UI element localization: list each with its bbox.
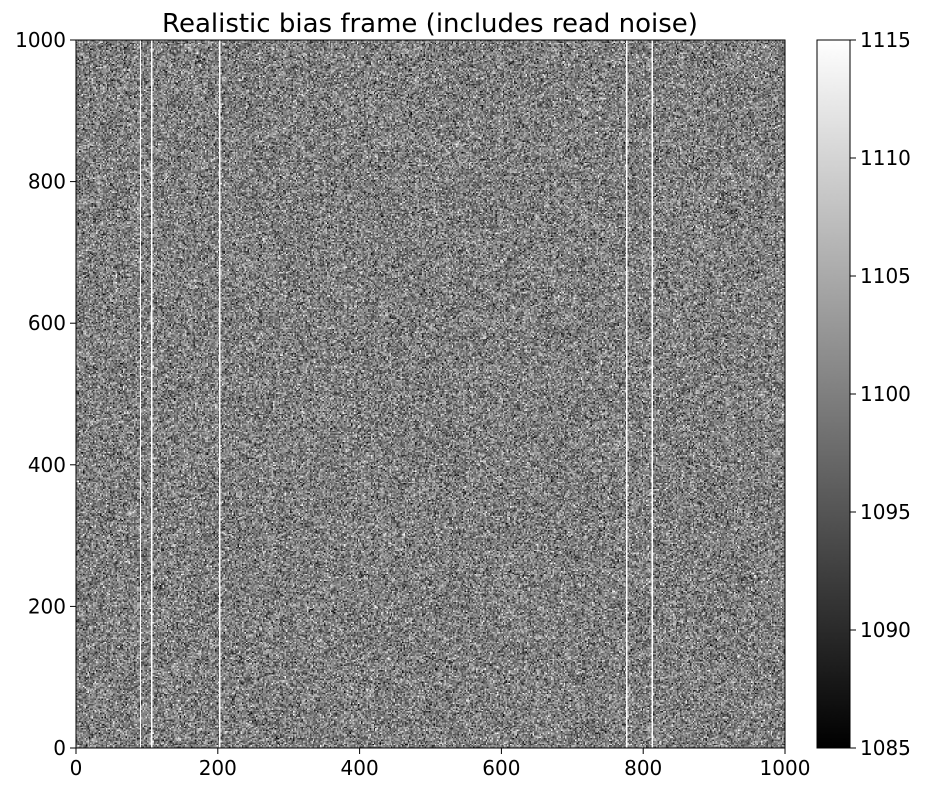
bias-frame-image [76, 40, 785, 748]
colorbar-tick-label: 1090 [860, 618, 911, 642]
x-tick-label: 600 [482, 756, 520, 780]
y-tick-label: 1000 [15, 28, 66, 52]
chart-title: Realistic bias frame (includes read nois… [162, 9, 698, 39]
x-tick-label: 400 [341, 756, 379, 780]
colorbar-tick-label: 1095 [860, 500, 911, 524]
colorbar-tick-label: 1105 [860, 264, 911, 288]
x-tick-label: 0 [70, 756, 83, 780]
colorbar-ticks: 1085 1090 1095 1100 1105 1110 1115 [850, 28, 911, 760]
colorbar-gradient [817, 40, 850, 748]
x-tick-label: 1000 [760, 756, 811, 780]
x-tick-label: 200 [199, 756, 237, 780]
x-axis-ticks: 0 200 400 600 800 1000 [70, 748, 811, 780]
colorbar-tick-label: 1110 [860, 146, 911, 170]
colorbar-frame [816, 39, 851, 749]
y-tick-label: 0 [53, 736, 66, 760]
colorbar-tick-label: 1115 [860, 28, 911, 52]
colorbar-tick-label: 1085 [860, 736, 911, 760]
image-axes-frame [75, 39, 786, 749]
colorbar-tick-label: 1100 [860, 382, 911, 406]
y-tick-label: 400 [28, 453, 66, 477]
y-tick-label: 800 [28, 170, 66, 194]
x-tick-label: 800 [624, 756, 662, 780]
y-tick-label: 600 [28, 311, 66, 335]
y-tick-label: 200 [28, 594, 66, 618]
y-axis-ticks: 0 200 400 600 800 1000 [15, 28, 76, 760]
